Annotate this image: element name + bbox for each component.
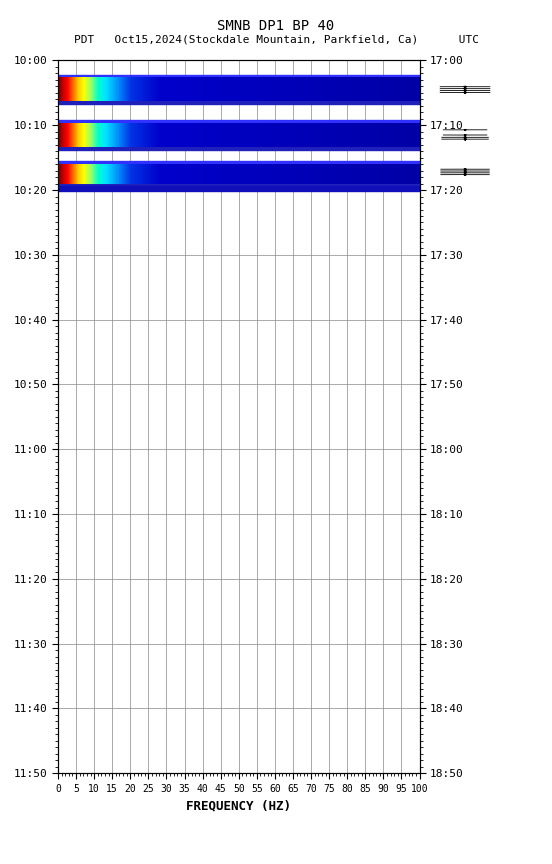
Bar	[58, 187, 420, 191]
Text: PDT   Oct15,2024(Stockdale Mountain, Parkfield, Ca)      UTC: PDT Oct15,2024(Stockdale Mountain, Parkf…	[73, 35, 479, 45]
Bar	[58, 75, 420, 78]
Bar	[58, 162, 420, 164]
Bar	[58, 147, 420, 149]
Bar	[58, 101, 420, 105]
Bar	[58, 184, 420, 187]
Text: SMNB DP1 BP 40: SMNB DP1 BP 40	[217, 19, 335, 33]
Bar	[58, 120, 420, 124]
X-axis label: FREQUENCY (HZ): FREQUENCY (HZ)	[186, 799, 291, 812]
